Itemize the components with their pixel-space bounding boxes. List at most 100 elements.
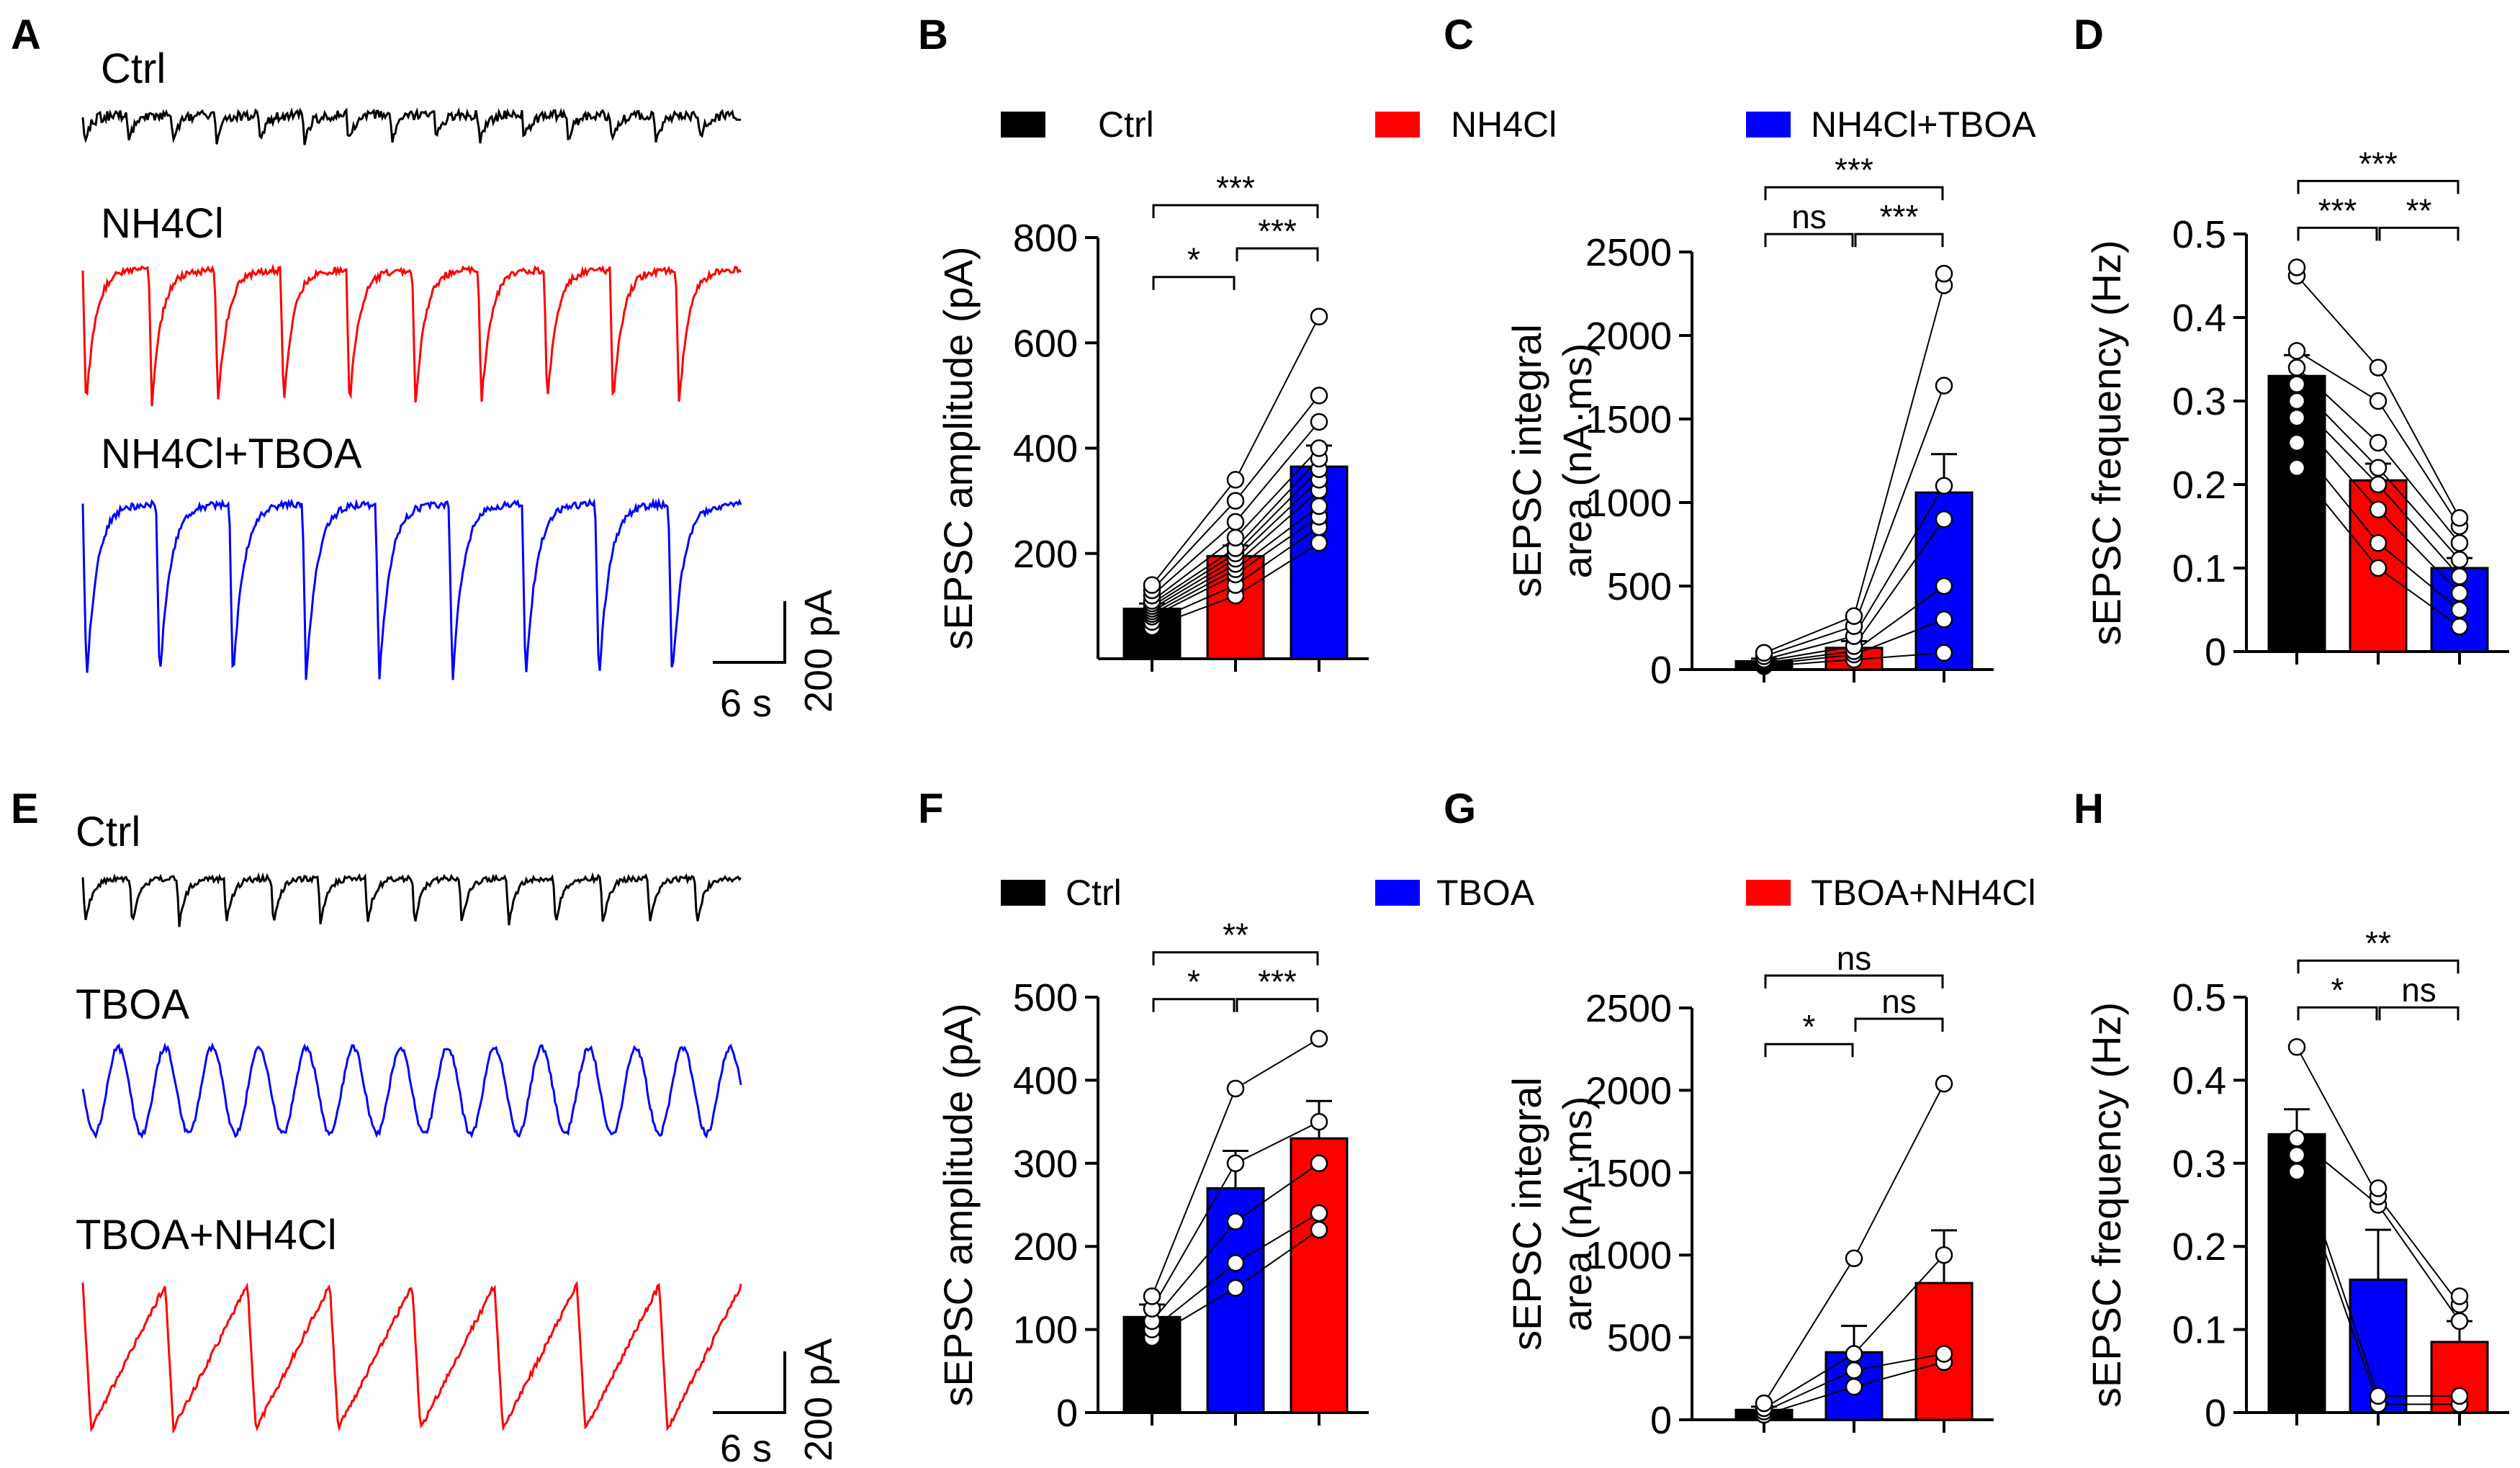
y-tick-label: 0: [1056, 1392, 1078, 1435]
data-point: [1310, 1112, 1328, 1131]
data-point: [1935, 377, 1953, 395]
data-point: [2450, 509, 2469, 527]
data-point: [1845, 1345, 1863, 1363]
y-tick-label: 0.3: [2172, 380, 2226, 423]
legend-swatch-nh4cl-tboa: [1746, 112, 1791, 138]
sig-bracket: [2378, 1006, 2460, 1021]
data-point: [2287, 1129, 2306, 1148]
trace-nh4cl-top: [81, 264, 742, 407]
sig-bracket: [1854, 233, 1944, 248]
y-tick-label: 0.5: [2172, 976, 2226, 1019]
y-axis-label: area (nA·ms): [1554, 343, 1600, 579]
sig-bracket: [1152, 998, 1236, 1012]
scale-current-top: 200 pA: [797, 590, 840, 713]
data-point: [1935, 477, 1953, 495]
data-point: [1845, 1361, 1863, 1379]
legend-label-ctrl-b: Ctrl: [1066, 873, 1122, 913]
data-point: [1310, 307, 1328, 325]
y-tick-label: 0.4: [2172, 1059, 2226, 1102]
data-point: [1935, 264, 1953, 283]
panel-label-g: G: [1444, 785, 1476, 832]
sig-bracket: [1764, 233, 1854, 248]
sig-label: *: [1187, 241, 1200, 279]
y-tick-label: 500: [1607, 565, 1672, 608]
y-tick-label: 0.2: [2172, 464, 2226, 507]
data-point: [1310, 1030, 1328, 1048]
data-point: [1310, 1154, 1328, 1173]
sig-label: ns: [1837, 940, 1872, 977]
legend-label-ctrl: Ctrl: [1098, 104, 1154, 145]
y-tick-label: 2500: [1585, 231, 1672, 274]
y-tick-label: 400: [1013, 428, 1078, 471]
data-point: [2450, 533, 2469, 552]
y-tick-label: 0.1: [2172, 547, 2226, 590]
data-point: [1226, 1154, 1245, 1173]
data-point: [1226, 528, 1245, 547]
data-point: [1310, 533, 1328, 552]
legend-swatch-ctrl-b: [1001, 880, 1045, 906]
sig-label: **: [2406, 192, 2432, 229]
sig-label: ns: [1881, 983, 1917, 1020]
data-point: [1226, 1212, 1245, 1230]
y-tick-label: 1500: [1585, 1152, 1672, 1195]
trace-label-ctrl-bottom: Ctrl: [76, 809, 140, 855]
data-point: [2450, 1387, 2469, 1405]
sig-bracket: [1854, 1017, 1944, 1032]
sig-bracket: [2297, 226, 2378, 241]
data-point: [2369, 392, 2388, 410]
y-tick-label: 0: [1650, 649, 1672, 692]
data-point: [1310, 497, 1328, 515]
y-axis-label: sEPSC integral: [1504, 324, 1549, 598]
bar-ctrl: [2267, 1132, 2326, 1414]
data-point: [1935, 644, 1953, 662]
sig-bracket: [1152, 951, 1319, 965]
sig-bracket: [1236, 998, 1319, 1012]
y-tick-label: 0.1: [2172, 1309, 2226, 1352]
data-point: [1226, 1079, 1245, 1098]
data-point: [1935, 1246, 1953, 1264]
sig-label: *: [2331, 971, 2344, 1009]
y-tick-label: 400: [1013, 1059, 1078, 1102]
y-tick-label: 500: [1607, 1317, 1672, 1360]
panel-label-e: E: [11, 785, 39, 832]
trace-ctrl-bottom: [81, 872, 742, 927]
y-tick-label: 600: [1013, 322, 1078, 365]
sig-bracket: [2297, 959, 2460, 974]
sig-label: ***: [1835, 151, 1873, 189]
sig-label: ***: [2359, 145, 2398, 182]
data-point: [2450, 1312, 2469, 1330]
y-tick-label: 100: [1013, 1309, 1078, 1352]
data-point: [1310, 439, 1328, 457]
data-point: [1845, 607, 1863, 626]
data-point: [2287, 408, 2306, 427]
data-point: [1226, 1279, 1245, 1297]
data-point: [1143, 576, 1161, 594]
data-point: [2369, 500, 2388, 519]
data-point: [1935, 611, 1953, 629]
legend-swatch-ctrl: [1001, 112, 1045, 138]
y-tick-label: 2000: [1585, 315, 1672, 358]
trace-label-tboa-bottom: TBOA: [76, 981, 189, 1028]
scale-time-top: 6 s: [720, 682, 772, 725]
data-point: [2287, 1163, 2306, 1181]
data-point: [1935, 1074, 1953, 1093]
sig-label: *: [1803, 1008, 1816, 1045]
scale-bar-top: 6 s 200 pA: [713, 590, 840, 725]
sig-label: ***: [1880, 198, 1919, 235]
trace-tboa-bottom: [81, 1042, 742, 1140]
y-tick-label: 0.5: [2172, 213, 2226, 256]
bar-tboa-nh4cl: [1290, 1137, 1349, 1414]
legend-top: Ctrl NH4Cl NH4Cl+TBOA: [1001, 104, 2036, 145]
y-axis-label: sEPSC frequency (Hz): [2084, 1002, 2129, 1408]
y-axis-label: sEPSC amplitude (pA): [935, 1003, 981, 1406]
y-tick-label: 0: [2205, 631, 2226, 674]
trace-label-tboa-nh4cl-bottom: TBOA+NH4Cl: [76, 1212, 337, 1258]
sig-label: **: [1223, 917, 1248, 954]
data-point: [1935, 577, 1953, 595]
data-point: [2287, 375, 2306, 394]
data-point: [2369, 475, 2388, 494]
